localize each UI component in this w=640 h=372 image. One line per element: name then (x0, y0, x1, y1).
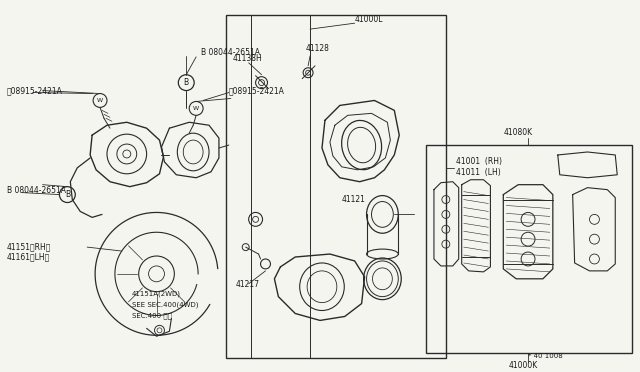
Text: B: B (65, 190, 70, 199)
Text: * 40 1008: * 40 1008 (528, 353, 563, 359)
Text: 41217: 41217 (236, 280, 260, 289)
Text: 41000K: 41000K (508, 360, 538, 369)
Text: SEC.400 参照: SEC.400 参照 (132, 312, 172, 319)
Text: 41121: 41121 (342, 195, 365, 204)
Bar (426, 145, 632, 353)
Text: W: W (97, 98, 103, 103)
Text: 41138H: 41138H (233, 54, 262, 63)
Text: 41080K: 41080K (503, 128, 532, 137)
Text: 41151A(2WD): 41151A(2WD) (132, 291, 180, 297)
Text: Ⓡ08915-2421A: Ⓡ08915-2421A (229, 86, 285, 95)
Text: B 08044-2651A: B 08044-2651A (201, 48, 260, 57)
Text: 41128: 41128 (305, 44, 329, 54)
Text: Ⓡ08915-2421A: Ⓡ08915-2421A (7, 86, 63, 95)
Text: SEE SEC.400(4WD): SEE SEC.400(4WD) (132, 301, 198, 308)
Text: 41151〈RH〉: 41151〈RH〉 (7, 243, 51, 251)
Bar (226, 15, 446, 358)
Text: B 08044-2651A: B 08044-2651A (7, 186, 66, 195)
Text: W: W (193, 106, 199, 111)
Text: B: B (184, 78, 189, 87)
Text: 41011  (LH): 41011 (LH) (456, 168, 500, 177)
Text: 41161〈LH〉: 41161〈LH〉 (7, 253, 50, 262)
Text: 41000L: 41000L (355, 15, 383, 24)
Text: 41001  (RH): 41001 (RH) (456, 157, 502, 166)
